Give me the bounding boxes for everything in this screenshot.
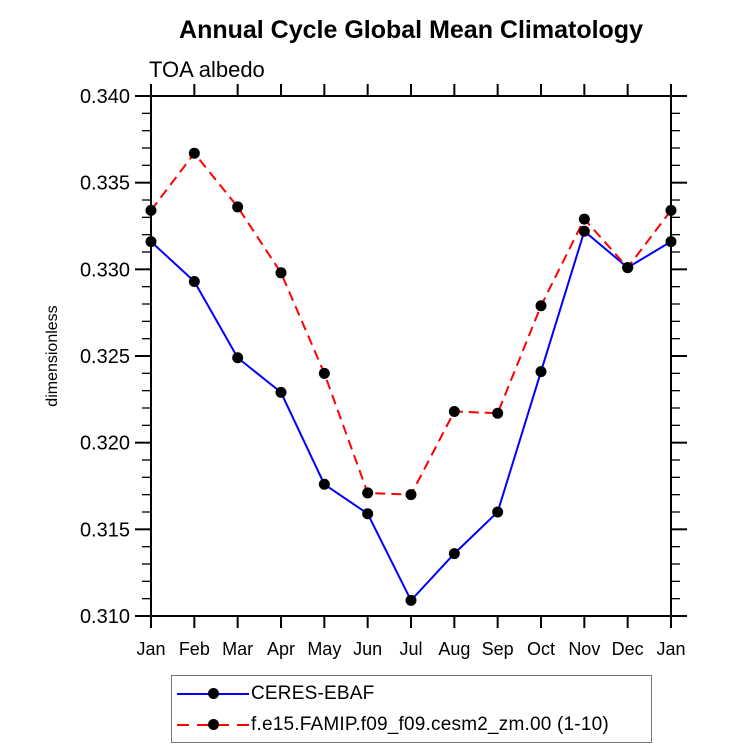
- data-point-series-0: [492, 506, 504, 518]
- legend-marker-dot-icon: [207, 688, 219, 699]
- plot-area: 0.310 0.315 0.320 0.325 0.330 0.335 0.340 Jan Fe…: [80, 84, 687, 659]
- legend-entry-ceres-ebaf: CERES-EBAF: [177, 681, 651, 707]
- data-point-series-0: [232, 352, 244, 364]
- y-tick-label: 0.340: [80, 86, 130, 108]
- x-tick-label: Feb: [179, 639, 210, 659]
- x-tick-label: Jan: [656, 639, 685, 659]
- data-point-series-1: [492, 407, 504, 419]
- y-tick-label: 0.315: [80, 519, 130, 541]
- x-tick-label: Jan: [136, 639, 165, 659]
- data-point-series-1: [145, 204, 157, 216]
- legend-label-ceres-ebaf: CERES-EBAF: [251, 682, 375, 704]
- legend-label-model: f.e15.FAMIP.f09_f09.cesm2_zm.00 (1-10): [251, 713, 609, 735]
- x-tick-label: Jul: [399, 639, 422, 659]
- data-point-series-1: [622, 262, 634, 274]
- x-tick-label: Dec: [612, 639, 644, 659]
- x-tick-label: May: [307, 639, 341, 659]
- data-point-series-1: [232, 201, 244, 213]
- y-tick-label: 0.330: [80, 259, 130, 281]
- y-tick-label: 0.325: [80, 346, 130, 368]
- data-point-series-0: [275, 386, 287, 398]
- x-tick-label: Apr: [267, 639, 295, 659]
- y-tick-label: 0.335: [80, 173, 130, 195]
- data-point-series-0: [362, 508, 374, 520]
- legend-marker-dot-icon: [207, 719, 219, 730]
- data-point-series-0: [405, 594, 417, 606]
- data-point-series-1: [362, 487, 374, 499]
- data-point-series-0: [665, 236, 677, 248]
- data-point-series-1: [318, 367, 330, 379]
- y-tick-label: 0.310: [80, 606, 130, 628]
- data-point-series-0: [448, 548, 460, 560]
- plot-frame: [150, 95, 672, 617]
- data-point-series-1: [448, 405, 460, 417]
- data-point-series-0: [145, 236, 157, 248]
- x-tick-label: Jun: [353, 639, 382, 659]
- data-point-series-1: [578, 213, 590, 225]
- data-point-series-1: [535, 300, 547, 312]
- series-line-0: [150, 229, 672, 603]
- x-tick-label: Oct: [527, 639, 555, 659]
- legend-sample-solid-blue: [177, 688, 249, 700]
- x-tick-label: Nov: [568, 639, 600, 659]
- legend-sample-dashed-red: [177, 719, 249, 731]
- data-point-series-0: [188, 275, 200, 287]
- series-line-1: [150, 151, 672, 496]
- x-tick-label: Sep: [482, 639, 514, 659]
- chart-title: Annual Cycle Global Mean Climatology: [179, 16, 643, 44]
- x-tick-label: Mar: [222, 639, 253, 659]
- chart-subtitle: TOA albedo: [149, 57, 265, 82]
- legend-entry-model: f.e15.FAMIP.f09_f09.cesm2_zm.00 (1-10): [177, 712, 651, 738]
- data-point-series-1: [405, 489, 417, 501]
- data-point-series-1: [188, 147, 200, 159]
- data-point-series-1: [665, 204, 677, 216]
- data-point-series-1: [275, 267, 287, 279]
- data-point-series-0: [578, 225, 590, 237]
- y-tick-label: 0.320: [80, 433, 130, 455]
- legend: CERES-EBAF f.e15.FAMIP.f09_f09.cesm2_zm.…: [171, 675, 652, 743]
- data-point-series-0: [318, 478, 330, 490]
- data-point-series-0: [535, 366, 547, 378]
- x-tick-label: Aug: [438, 639, 470, 659]
